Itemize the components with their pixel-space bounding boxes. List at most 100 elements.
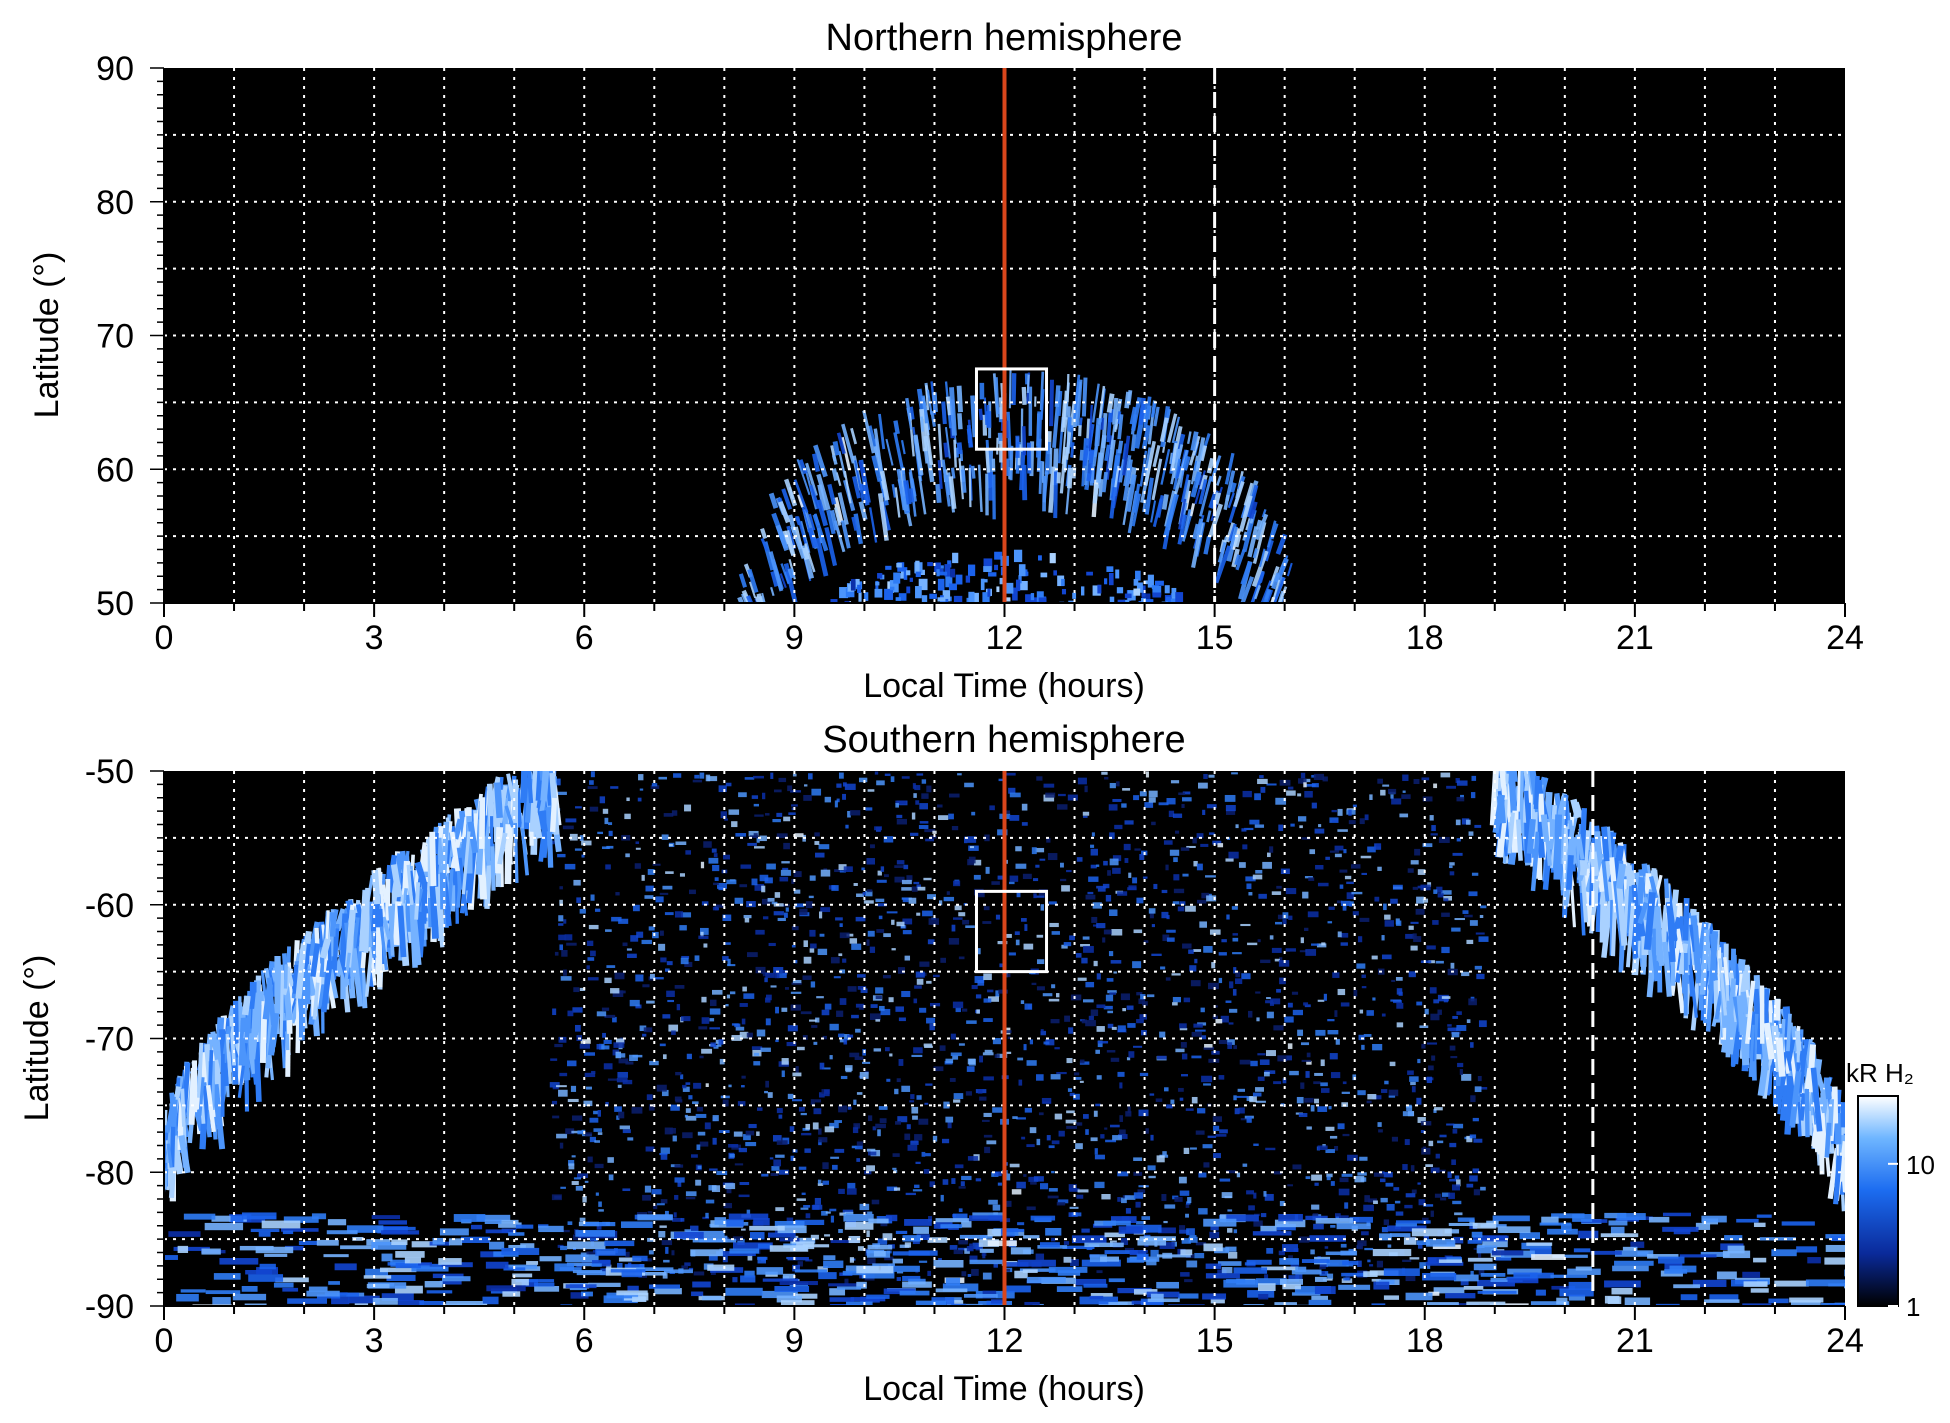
- emission-speckle: [1149, 911, 1154, 919]
- emission-speckle: [1461, 818, 1470, 825]
- emission-speckle: [1139, 1014, 1147, 1020]
- emission-streak: [827, 483, 837, 505]
- emission-speckle: [973, 859, 982, 866]
- emission-band: [1062, 1245, 1095, 1249]
- emission-band: [632, 1296, 647, 1303]
- emission-streak: [834, 507, 842, 526]
- emission-speckle: [1160, 966, 1166, 970]
- emission-speckle: [1112, 855, 1122, 862]
- emission-band: [1551, 1213, 1585, 1219]
- emission-speckle: [1228, 1022, 1234, 1025]
- emission-speckle: [1384, 914, 1391, 920]
- emission-speckle: [1198, 782, 1208, 789]
- emission-speckle: [606, 965, 616, 968]
- emission-speckle: [1431, 1055, 1436, 1061]
- emission-speckle: [860, 988, 868, 993]
- emission-speckle: [1297, 1029, 1304, 1036]
- emission-speckle: [1118, 1134, 1128, 1139]
- emission-speckle: [1067, 1088, 1073, 1092]
- emission-streak: [797, 494, 804, 508]
- emission-arc-streak: [376, 927, 383, 988]
- emission-streak: [1270, 574, 1276, 586]
- emission-speckle: [1361, 1044, 1365, 1050]
- emission-streak: [1159, 417, 1169, 443]
- emission-streak: [885, 438, 894, 466]
- emission-speckle: [1353, 989, 1358, 997]
- emission-band: [1466, 1301, 1506, 1306]
- emission-speckle: [559, 1072, 568, 1077]
- emission-speckle: [1085, 1020, 1096, 1027]
- emission-streak: [1130, 434, 1137, 452]
- emission-speckle: [886, 911, 898, 914]
- emission-patch: [1015, 579, 1021, 592]
- emission-speckle: [797, 1046, 805, 1051]
- emission-speckle: [699, 927, 709, 935]
- emission-speckle: [1480, 905, 1487, 909]
- emission-band: [794, 1219, 825, 1226]
- emission-speckle: [1090, 844, 1095, 848]
- emission-speckle: [979, 1055, 984, 1063]
- emission-streak: [900, 439, 906, 455]
- emission-streak: [824, 526, 838, 567]
- emission-speckle: [1402, 774, 1409, 782]
- emission-speckle: [1279, 957, 1283, 963]
- emission-patch: [988, 572, 997, 577]
- emission-speckle: [1441, 946, 1450, 954]
- emission-speckle: [1237, 1088, 1245, 1092]
- emission-streak: [1271, 617, 1279, 638]
- emission-speckle: [1166, 915, 1170, 920]
- southern-overlays: [974, 771, 1595, 1306]
- emission-band: [987, 1228, 1001, 1237]
- emission-speckle: [756, 1029, 766, 1037]
- emission-band: [572, 1269, 603, 1274]
- emission-speckle: [1014, 931, 1020, 936]
- emission-speckle: [1410, 1165, 1415, 1172]
- emission-speckle: [938, 1258, 942, 1261]
- emission-speckle: [961, 1271, 967, 1277]
- emission-band: [1825, 1244, 1845, 1252]
- emission-speckle: [680, 1074, 684, 1080]
- emission-speckle: [1231, 906, 1238, 910]
- emission-band: [1614, 1260, 1654, 1266]
- emission-speckle: [856, 1092, 863, 1095]
- emission-band: [1658, 1256, 1685, 1264]
- emission-speckle: [800, 1112, 807, 1116]
- emission-band: [1203, 1243, 1223, 1252]
- emission-band: [577, 1317, 597, 1320]
- emission-speckle: [1240, 1118, 1250, 1121]
- emission-speckle: [1233, 1045, 1238, 1050]
- emission-speckle: [1292, 1009, 1304, 1016]
- emission-streak: [775, 524, 789, 552]
- emission-patch: [1143, 580, 1148, 585]
- emission-speckle: [1024, 1003, 1033, 1010]
- emission-band: [508, 1244, 526, 1249]
- emission-speckle: [908, 897, 917, 904]
- emission-speckle: [564, 934, 573, 941]
- emission-speckle: [867, 1115, 873, 1122]
- emission-speckle: [1164, 1087, 1169, 1092]
- emission-band: [424, 1281, 443, 1288]
- emission-band: [1210, 1298, 1225, 1304]
- emission-band: [1291, 1292, 1321, 1296]
- emission-patch: [1164, 585, 1170, 594]
- emission-speckle: [947, 1122, 952, 1129]
- emission-speckle: [1203, 1046, 1215, 1050]
- emission-band: [1624, 1297, 1651, 1306]
- emission-speckle: [822, 1180, 830, 1185]
- emission-speckle: [1151, 924, 1156, 928]
- emission-speckle: [1472, 1117, 1479, 1122]
- emission-speckle: [1238, 862, 1246, 868]
- emission-band: [916, 1234, 930, 1241]
- emission-speckle: [652, 863, 661, 866]
- emission-band: [620, 1221, 653, 1228]
- emission-speckle: [894, 1088, 899, 1095]
- emission-speckle: [904, 1133, 911, 1140]
- emission-speckle: [1219, 1129, 1228, 1134]
- emission-speckle: [1119, 1115, 1123, 1122]
- emission-streak: [1240, 561, 1253, 586]
- emission-speckle: [1472, 1168, 1480, 1174]
- emission-patch: [965, 575, 971, 583]
- emission-speckle: [914, 1184, 920, 1189]
- emission-patch: [1123, 599, 1130, 603]
- emission-speckle: [604, 817, 609, 825]
